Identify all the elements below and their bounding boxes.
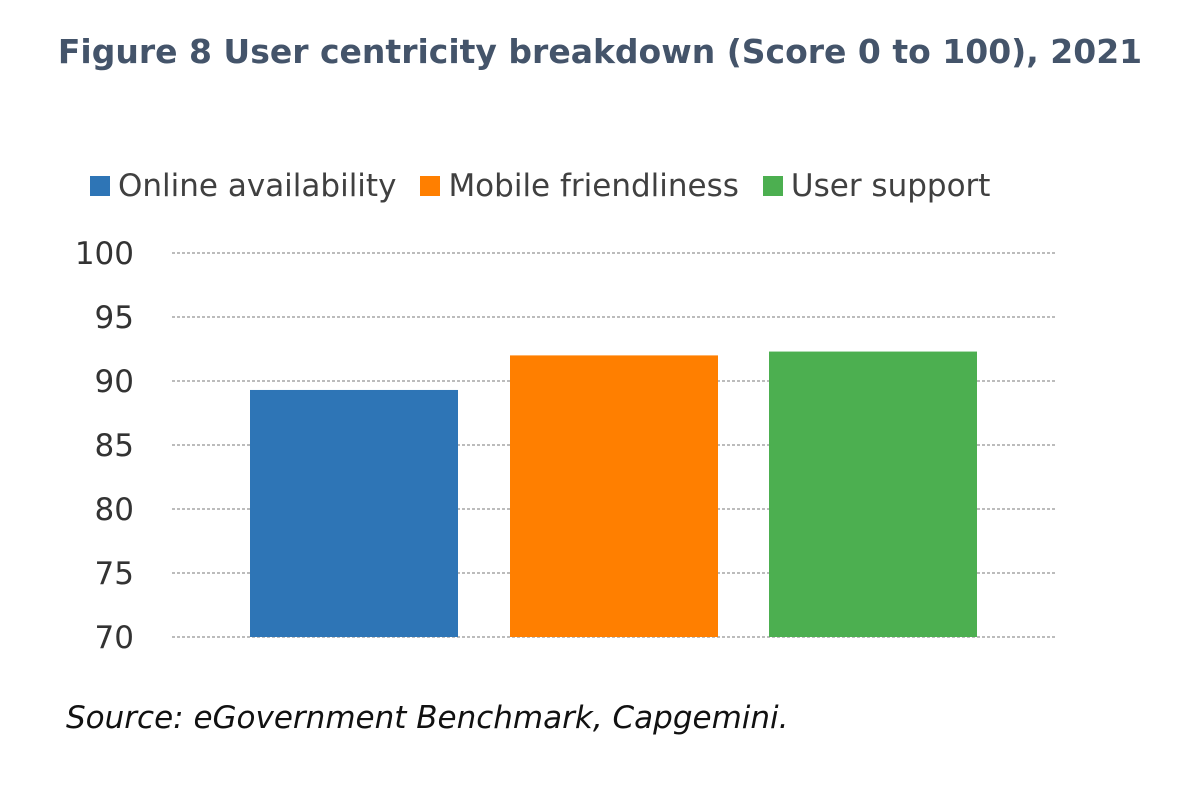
legend-label: User support	[790, 168, 991, 204]
legend-swatch	[420, 176, 441, 196]
legend-label: Online availability	[118, 168, 397, 204]
legend-item: Mobile friendliness	[420, 168, 739, 204]
chart-legend: Online availability Mobile friendliness Us…	[90, 164, 1014, 208]
legend-label: Mobile friendliness	[448, 168, 739, 204]
y-tick-label: 95	[95, 300, 134, 336]
bar-online-availability	[250, 389, 458, 637]
y-tick-label: 90	[95, 364, 134, 400]
source-note: Source: eGovernment Benchmark, Capgemini…	[66, 700, 789, 736]
y-tick-label: 85	[95, 428, 134, 464]
y-tick-label: 100	[75, 236, 134, 272]
legend-item: Online availability	[90, 168, 396, 204]
legend-item: User support	[762, 168, 991, 204]
bar-mobile-friendliness	[510, 355, 718, 637]
bar-user-support	[769, 351, 977, 637]
legend-swatch	[762, 176, 783, 196]
y-tick-label: 80	[95, 492, 134, 528]
legend-swatch	[90, 176, 110, 196]
y-tick-label: 75	[95, 556, 134, 592]
y-tick-label: 70	[95, 620, 134, 656]
figure-title: Figure 8 User centricity breakdown (Scor…	[57, 32, 1143, 71]
